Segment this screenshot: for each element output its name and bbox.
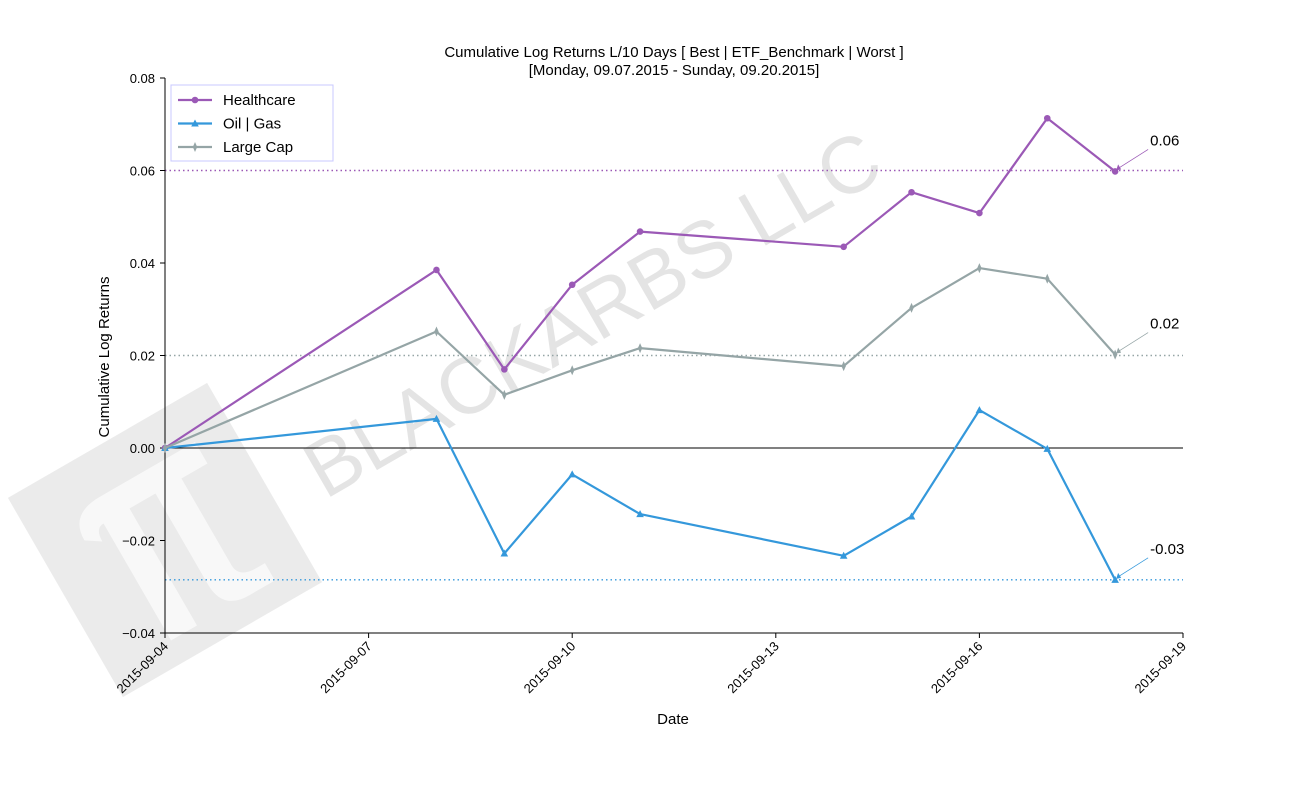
y-tick-label: −0.02 [122,534,155,549]
x-tick-label: 2015-09-16 [928,639,986,697]
series [161,114,1119,583]
data-point [501,366,508,373]
x-ticks: 2015-09-04 2015-09-07 2015-09-10 2015-09-13… [113,633,1189,696]
series-line [164,267,1116,450]
data-point [432,414,441,422]
data-point [637,343,643,354]
data-point [909,302,914,313]
legend-item: Healthcare [178,92,296,109]
legend-marker [192,142,198,152]
data-point [162,443,168,453]
data-point [636,510,644,518]
chart-title-line2: [Monday, 09.07.2015 - Sunday, 09.20.2015… [529,62,820,79]
data-point [1043,114,1051,122]
legend-label: Large Cap [223,139,293,156]
legend: Healthcare Oil | Gas Large Cap [170,84,334,162]
annotations: 0.06 0.02 -0.03 [1116,132,1184,579]
data-point [975,406,984,414]
series-healthcare [161,114,1119,452]
reference-lines [165,169,1183,581]
data-point [568,470,576,478]
x-axis-label: Date [657,711,689,728]
data-point [570,365,575,376]
annotation-label: 0.02 [1150,316,1179,333]
legend-marker [191,96,199,104]
y-tick-label: 0.04 [130,256,155,271]
data-point [908,188,915,196]
data-point [500,549,509,557]
y-tick-label: 0.02 [130,349,155,364]
data-point [502,389,507,400]
watermark: BLACKARBS LLC [7,113,896,698]
data-point [1112,349,1118,360]
x-tick-label: 2015-09-13 [724,639,782,697]
annotation-arrow [1117,332,1149,352]
y-ticks: 0.08 0.06 0.04 0.02 0.00 −0.02 −0.04 [122,71,165,641]
data-point [1043,444,1052,452]
series-oil-gas [161,406,1119,583]
watermark-text: BLACKARBS LLC [289,113,896,515]
x-tick-label: 2015-09-19 [1131,639,1189,697]
data-point [907,512,916,520]
data-point [841,361,846,372]
data-point [636,228,644,235]
data-point [434,326,439,337]
data-point [568,281,576,289]
y-tick-label: 0.00 [130,441,155,456]
x-tick-label: 2015-09-10 [521,639,579,697]
data-point [976,209,983,217]
legend-marker [191,119,199,127]
y-tick-label: −0.04 [122,626,155,641]
annotation-arrowhead [1116,164,1122,171]
data-point [433,266,440,274]
annotation-arrowhead [1116,572,1122,579]
y-axis-label: Cumulative Log Returns [96,277,113,438]
legend-item: Oil | Gas [178,116,281,133]
y-tick-label: 0.06 [130,164,155,179]
legend-label: Oil | Gas [223,116,281,133]
y-tick-label: 0.08 [130,71,155,86]
series-line [164,117,1116,449]
legend-item: Large Cap [178,139,293,156]
data-point [977,263,982,274]
annotation-label: -0.03 [1150,541,1184,558]
data-point [1045,273,1050,284]
data-point [839,551,848,559]
annotation-arrow [1117,149,1149,169]
data-point [1111,575,1119,583]
chart-title-line1: Cumulative Log Returns L/10 Days [ Best … [444,44,903,61]
series-line [164,409,1117,581]
legend-label: Healthcare [223,92,296,109]
series-large-cap [162,263,1118,453]
data-point [840,243,847,251]
x-tick-label: 2015-09-07 [317,639,375,697]
annotation-label: 0.06 [1150,132,1179,149]
annotation-arrowhead [1116,347,1122,354]
annotation-arrow [1117,557,1149,578]
